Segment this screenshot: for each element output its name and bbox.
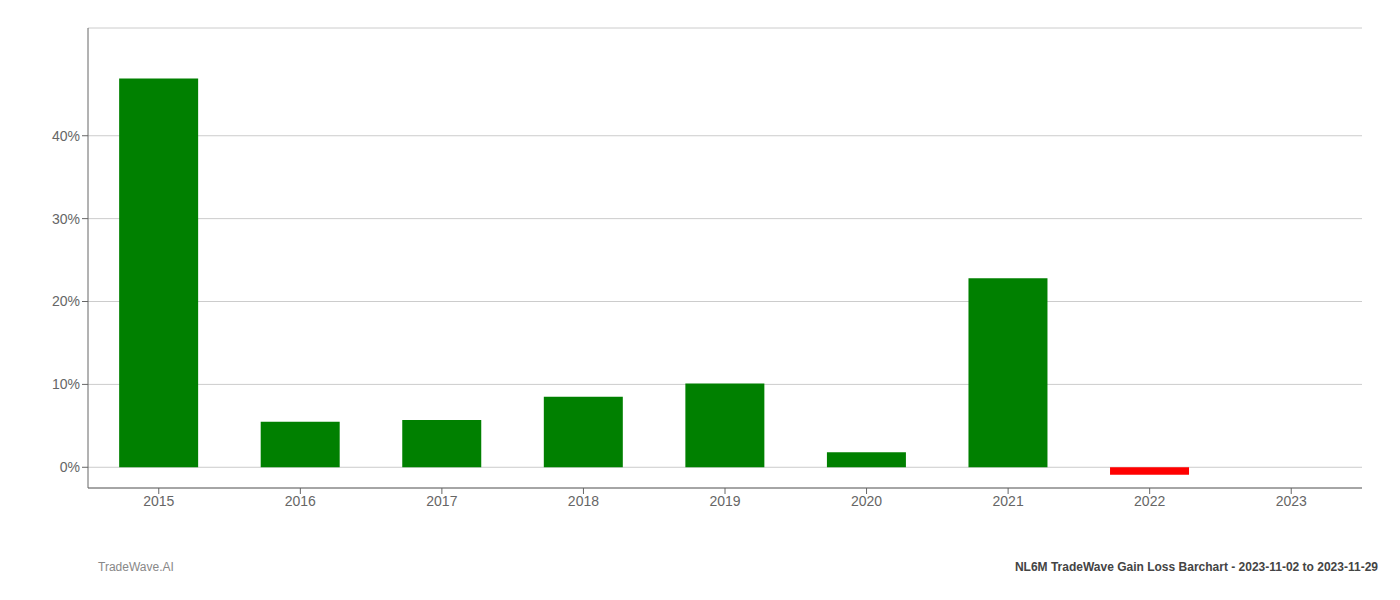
svg-text:10%: 10% (52, 376, 80, 392)
svg-text:2022: 2022 (1134, 493, 1165, 509)
svg-text:2017: 2017 (426, 493, 457, 509)
svg-text:2016: 2016 (285, 493, 316, 509)
html-text:TradeWave.AI: TradeWave.AI (98, 560, 174, 574)
svg-text:2018: 2018 (568, 493, 599, 509)
svg-text:40%: 40% (52, 128, 80, 144)
svg-text:2023: 2023 (1276, 493, 1307, 509)
html-text:NL6M TradeWave Gain Loss Barch: NL6M TradeWave Gain Loss Barchart - 2023… (1014, 560, 1378, 574)
svg-text:0%: 0% (60, 459, 80, 475)
svg-text:30%: 30% (52, 211, 80, 227)
svg-text:2019: 2019 (709, 493, 740, 509)
svg-text:20%: 20% (52, 293, 80, 309)
svg-text:2020: 2020 (851, 493, 882, 509)
svg-text:2015: 2015 (143, 493, 174, 509)
svg-text:2021: 2021 (993, 493, 1024, 509)
